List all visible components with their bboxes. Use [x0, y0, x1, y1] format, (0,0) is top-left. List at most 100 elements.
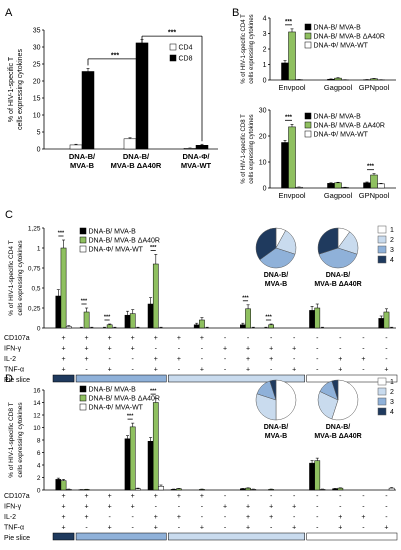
- panel-b-bottom-y-tick-label: 20: [259, 134, 267, 141]
- panel-d-pie-slice: [331, 379, 359, 421]
- panel-c-function-cell: +: [85, 346, 89, 353]
- panel-c-pie-slice: [317, 227, 339, 255]
- panel-c-function-cell: +: [246, 346, 250, 353]
- panel-b-bar: [334, 182, 342, 189]
- panel-c-pie-legend-label: 4: [390, 257, 394, 264]
- panel-d-function-cell: -: [224, 525, 227, 532]
- panel-a-bar: [81, 71, 95, 150]
- panel-a-legend-cd8-swatch: [169, 54, 177, 62]
- panel-d-function-cell: -: [178, 525, 181, 532]
- panel-b-legend-label: DNA-B/ MVA-B ΔA40R: [314, 123, 385, 130]
- panel-d-function-cell: -: [270, 525, 273, 532]
- panel-b-category-label: Envpool: [278, 191, 305, 200]
- panel-b-y-label: % of HIV-1-specific CD4 T: [241, 14, 247, 84]
- panel-a-legend-cd8-label: CD8: [179, 56, 193, 63]
- panel-d-pie-legend-swatch: [377, 407, 387, 416]
- panel-d-bar: [60, 480, 67, 491]
- panel-b-legend-label: DNA-B/ MVA-B: [314, 114, 362, 121]
- panel-d-function-row-label: CD107a: [4, 493, 30, 500]
- panel-c-function-cell: +: [61, 346, 65, 353]
- panel-d-bar: [388, 487, 395, 491]
- panel-c-function-cell: +: [61, 356, 65, 363]
- panel-d-pie-slice: [255, 393, 277, 421]
- panel-a-y-tick-label: 0: [37, 147, 41, 154]
- panel-c-bar: [309, 310, 315, 329]
- panel-d-function-cell: +: [246, 504, 250, 511]
- panel-c-function-cell: -: [247, 335, 250, 342]
- panel-d-pie-legend-swatch: [377, 387, 387, 396]
- panel-c-function-cell: +: [154, 335, 158, 342]
- panel-d-function-cell: -: [85, 525, 88, 532]
- panel-c-y-label: cells expressing cytokines: [17, 240, 24, 316]
- panel-d-pie-slice: [275, 379, 297, 421]
- panel-d-bar: [65, 489, 72, 491]
- panel-b-bar: [288, 31, 296, 81]
- panel-c-bar: [124, 314, 131, 329]
- panel-d-function-cell: -: [316, 514, 319, 521]
- panel-c-bar: [152, 263, 159, 329]
- panel-a-y-tick-label: 20: [33, 79, 41, 86]
- panel-c-pie-slice-bar: [168, 374, 305, 383]
- panel-c-function-cell: -: [132, 356, 135, 363]
- panel-c-function-cell: +: [200, 335, 204, 342]
- panel-d-y-tick-label: 14: [33, 400, 41, 407]
- panel-c-function-cell: +: [61, 367, 65, 374]
- panel-c-legend-swatch: [79, 245, 87, 253]
- panel-c-pie-slice-bar: [306, 374, 398, 383]
- panel-letter-b: B: [232, 7, 239, 19]
- panel-a-legend-cd4-label: CD4: [179, 45, 193, 52]
- panel-c-pie-slice: [255, 227, 277, 261]
- panel-d-bar: [240, 488, 246, 491]
- panel-c-sig-label: ***: [150, 245, 157, 251]
- panel-d-function-cell: +: [131, 493, 135, 500]
- panel-d-y-tick-label: 6: [37, 450, 41, 457]
- panel-a-sig-bracket-label: ***: [111, 52, 119, 59]
- panel-d-pie-slice-bar: [306, 532, 398, 541]
- panel-d-function-cell: +: [85, 504, 89, 511]
- panel-b-bar: [370, 174, 378, 189]
- panel-d-pie-slice: [269, 379, 277, 401]
- panel-d-legend-swatch: [79, 385, 87, 393]
- panel-d-bar: [147, 441, 154, 491]
- panel-c-function-cell: -: [270, 335, 273, 342]
- panel-d-function-row-label: IFN-γ: [4, 504, 22, 511]
- panel-d-legend-swatch: [79, 403, 87, 411]
- panel-d-pie-legend-label: 4: [390, 409, 394, 416]
- panel-d-y-label: % of HIV-1-specific CD8 T: [8, 402, 15, 477]
- panel-d-function-cell: -: [270, 493, 273, 500]
- panel-d-pie-slice: [317, 391, 339, 420]
- panel-d-function-cell: -: [132, 514, 135, 521]
- panel-b-legend-swatch: [304, 32, 312, 40]
- panel-c-function-cell: -: [132, 367, 135, 374]
- panel-d-function-cell: +: [85, 493, 89, 500]
- panel-c-sig-label: ***: [81, 299, 88, 305]
- panel-d-y-label: cells expressing cytokines: [17, 402, 24, 478]
- panel-c-function-cell: +: [131, 346, 135, 353]
- panel-c-function-cell: -: [362, 335, 365, 342]
- panel-c-pie-label: MVA-B ΔA40R: [314, 281, 361, 288]
- panel-b-bar: [295, 186, 303, 189]
- panel-letter-d: D: [5, 373, 13, 385]
- panel-d-function-cell: -: [132, 525, 135, 532]
- panel-c-function-cell: +: [200, 367, 204, 374]
- panel-c-pie-slice: [259, 247, 296, 269]
- panel-c-function-cell: +: [338, 367, 342, 374]
- panel-d-pie-legend-swatch: [377, 377, 387, 386]
- panel-d-pie-legend-label: 3: [390, 399, 394, 406]
- panel-c-function-cell: +: [292, 367, 296, 374]
- panel-c-pie-label: DNA-B/: [264, 272, 289, 279]
- panel-b-top-y-tick-label: 3: [263, 31, 267, 38]
- panel-d-pie-label: MVA-B ΔA40R: [314, 433, 361, 440]
- panel-b-bar: [327, 78, 335, 81]
- panel-b-bar: [363, 182, 371, 189]
- panel-c-bar: [383, 311, 390, 329]
- panel-c-y-tick-label: 1: [37, 246, 41, 253]
- panel-c-y-tick-label: 0,75: [28, 266, 41, 273]
- panel-b-category-label: Envpool: [278, 83, 305, 92]
- panel-a-category-label: DNA-Φ/: [183, 152, 211, 161]
- panel-a-y-tick-label: 15: [33, 96, 41, 103]
- panel-d-bar: [176, 488, 182, 491]
- panel-d-bar: [55, 479, 62, 491]
- panel-c-function-cell: +: [338, 356, 342, 363]
